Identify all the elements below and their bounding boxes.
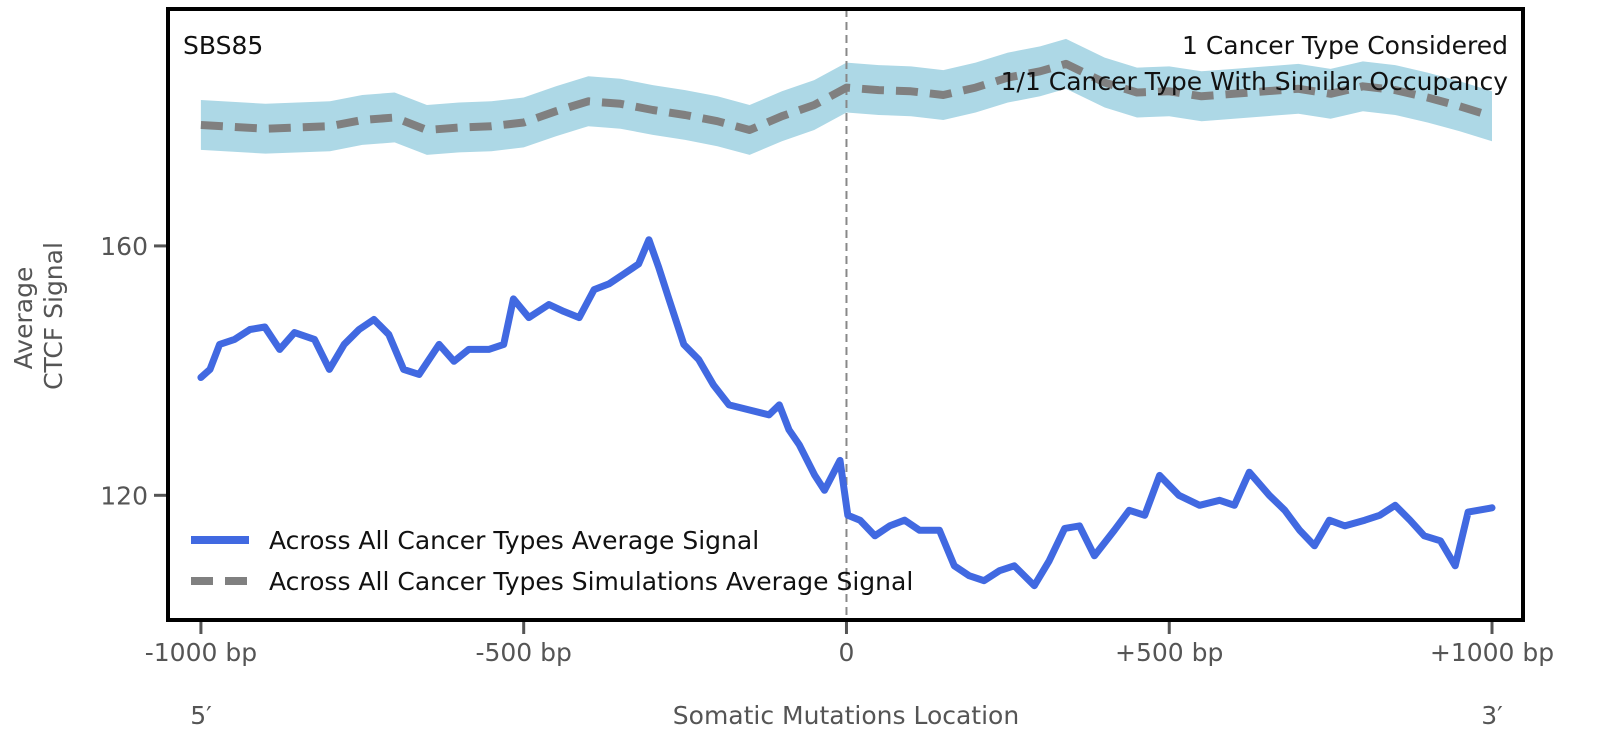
- series-layer: [197, 59, 1496, 590]
- legend: Across All Cancer Types Average Signal A…: [191, 526, 913, 596]
- annotation-signature: SBS85: [183, 31, 263, 60]
- y-axis-label-line1: Average: [9, 267, 38, 370]
- annotation-similar-occupancy: 1/1 Cancer Type With Similar Occupancy: [1001, 67, 1509, 96]
- x-end-label-3prime: 3′: [1481, 701, 1503, 730]
- annotation-cancer-types: 1 Cancer Type Considered: [1182, 31, 1508, 60]
- y-axis-label-line2: CTCF Signal: [39, 242, 68, 390]
- x-tick-label: -500 bp: [475, 638, 571, 667]
- x-tick-label: +1000 bp: [1430, 638, 1554, 667]
- x-axis-label: Somatic Mutations Location: [673, 701, 1019, 730]
- y-tick-label: 120: [100, 481, 148, 510]
- legend-label-observed: Across All Cancer Types Average Signal: [269, 526, 759, 555]
- legend-label-simulated: Across All Cancer Types Simulations Aver…: [269, 567, 913, 596]
- x-axis: -1000 bp -500 bp 0 +500 bp +1000 bp: [145, 622, 1554, 667]
- x-tick-label: -1000 bp: [145, 638, 257, 667]
- y-tick-label: 160: [100, 232, 148, 261]
- x-tick-label: 0: [839, 638, 855, 667]
- x-end-label-5prime: 5′: [190, 701, 212, 730]
- x-tick-label: +500 bp: [1115, 638, 1223, 667]
- series-line-observed: [197, 236, 1496, 590]
- y-axis: 120 160: [100, 232, 166, 510]
- plot-frame: [166, 7, 1525, 622]
- series-line-simulated: [200, 59, 1494, 134]
